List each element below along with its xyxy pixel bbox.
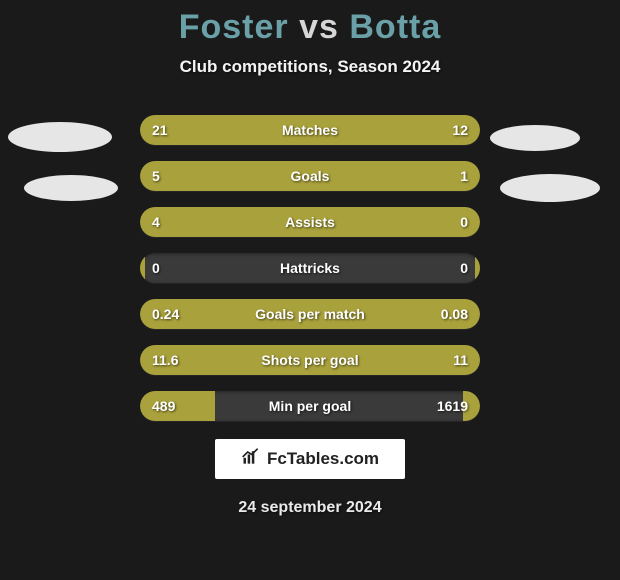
avatar-placeholder-mid-right <box>500 174 600 202</box>
stat-label: Matches <box>140 115 480 145</box>
source-text: FcTables.com <box>267 449 379 469</box>
page-title: Foster vs Botta <box>0 8 620 47</box>
subtitle: Club competitions, Season 2024 <box>0 57 620 77</box>
title-vs: vs <box>299 8 339 46</box>
avatar-placeholder-top-left <box>8 122 112 152</box>
avatar-placeholder-mid-left <box>24 175 118 201</box>
chart-icon <box>241 447 261 472</box>
date-label: 24 september 2024 <box>0 499 620 517</box>
stat-row: 40Assists <box>140 207 480 237</box>
stat-label: Goals per match <box>140 299 480 329</box>
stat-row: 11.611Shots per goal <box>140 345 480 375</box>
stat-row: 51Goals <box>140 161 480 191</box>
stat-label: Assists <box>140 207 480 237</box>
stat-label: Hattricks <box>140 253 480 283</box>
stat-row: 0.240.08Goals per match <box>140 299 480 329</box>
source-badge: FcTables.com <box>215 439 405 479</box>
stat-label: Goals <box>140 161 480 191</box>
stat-row: 00Hattricks <box>140 253 480 283</box>
player1-name: Foster <box>179 8 289 46</box>
stat-rows: 2112Matches 51Goals 40Assists 00Hattricks 0.… <box>140 115 480 421</box>
stat-label: Shots per goal <box>140 345 480 375</box>
comparison-infographic: Foster vs Botta Club competitions, Seaso… <box>0 0 620 580</box>
stat-row: 2112Matches <box>140 115 480 145</box>
avatar-placeholder-top-right <box>490 125 580 151</box>
player2-name: Botta <box>349 8 441 46</box>
stat-label: Min per goal <box>140 391 480 421</box>
stat-row: 4891619Min per goal <box>140 391 480 421</box>
